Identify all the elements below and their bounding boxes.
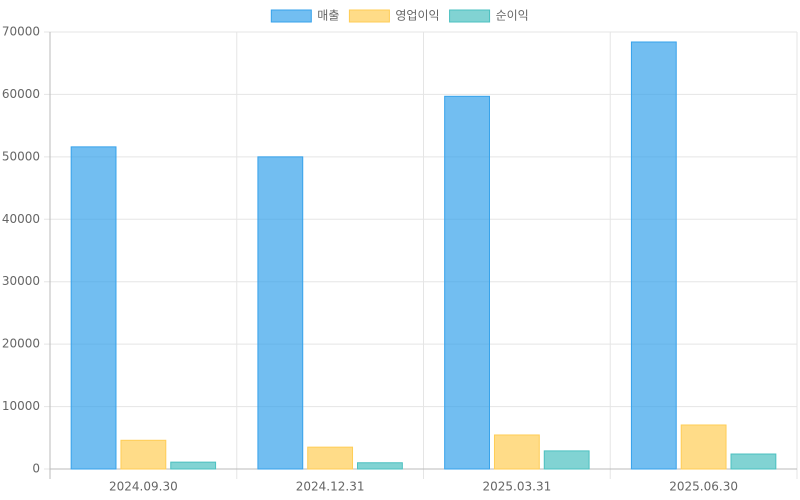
bar — [70, 146, 117, 470]
legend-swatch — [449, 9, 491, 23]
legend: 매출 영업이익 순이익 — [270, 9, 529, 23]
x-tick-label: 2025.06.30 — [669, 480, 738, 494]
legend-label: 매출 — [317, 9, 339, 23]
y-tick-label: 0 — [32, 462, 40, 476]
legend-label: 순이익 — [496, 9, 529, 23]
x-tick-label: 2024.12.31 — [296, 480, 365, 494]
y-tick-label: 50000 — [2, 149, 40, 163]
legend-swatch — [270, 9, 312, 23]
bar — [730, 453, 777, 470]
bar — [493, 434, 540, 470]
y-tick-label: 30000 — [2, 274, 40, 288]
y-tick-label: 40000 — [2, 212, 40, 226]
x-tick-label: 2024.09.30 — [109, 480, 178, 494]
y-tick-label: 60000 — [2, 87, 40, 101]
x-tick-label: 2025.03.31 — [483, 480, 552, 494]
y-tick-label: 10000 — [2, 399, 40, 413]
bar — [120, 439, 167, 470]
y-tick-label: 70000 — [2, 25, 40, 39]
bar — [357, 462, 403, 470]
bar — [170, 461, 217, 470]
y-tick-label: 20000 — [2, 337, 40, 351]
legend-label: 영업이익 — [395, 9, 439, 23]
bar — [630, 41, 677, 470]
bar — [307, 446, 354, 470]
bar — [444, 95, 490, 470]
legend-swatch — [348, 9, 390, 23]
bar — [543, 450, 590, 470]
bar — [680, 424, 727, 470]
bar — [257, 156, 304, 470]
